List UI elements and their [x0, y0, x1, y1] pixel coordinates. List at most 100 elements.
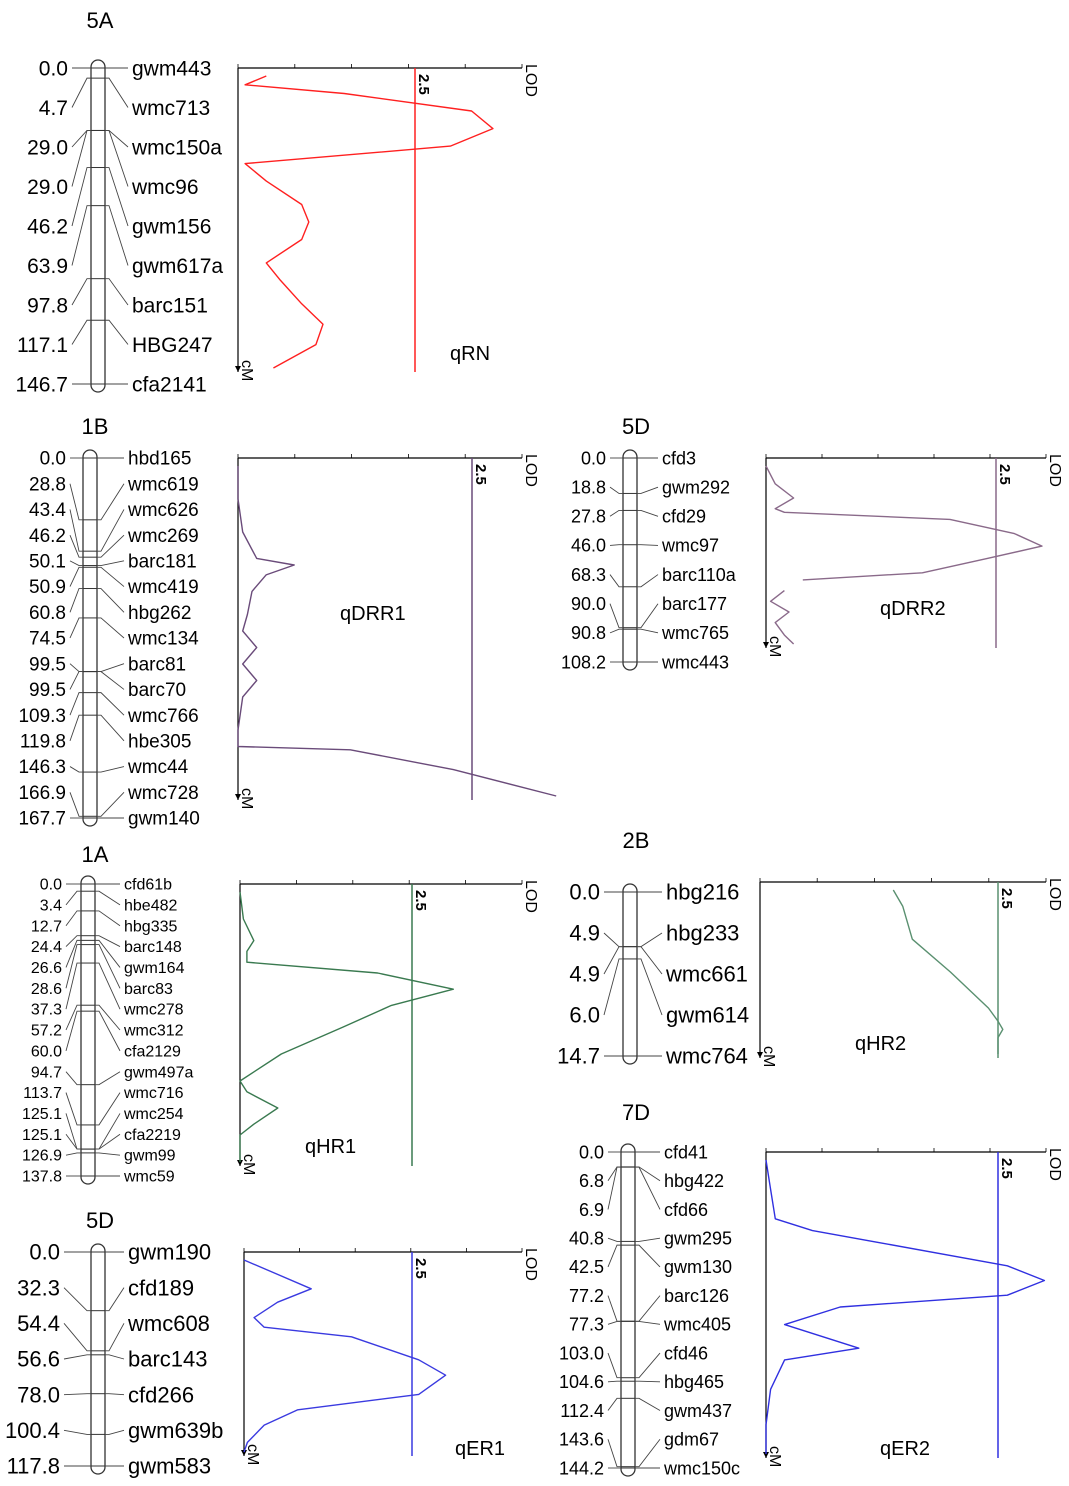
marker-label: gwm617a [132, 255, 223, 278]
marker-label: gwm639b [128, 1418, 223, 1443]
cm-axis-arrow [763, 1452, 769, 1458]
lod-curve [243, 1259, 447, 1453]
position-connector [71, 130, 91, 148]
position-connector [607, 1397, 621, 1411]
marker-label: gwm164 [124, 960, 185, 977]
lod-curve [239, 891, 454, 1162]
marker-connector [105, 130, 129, 187]
marker-label: wmc59 [123, 1169, 175, 1186]
position-label: 60.8 [29, 603, 66, 624]
position-connector [69, 534, 83, 558]
lod-axis-label: LOD [1046, 454, 1063, 487]
position-label: 117.1 [17, 334, 68, 357]
marker-label: wmc278 [123, 1002, 184, 1019]
position-connector [607, 1295, 621, 1322]
marker-label: wmc405 [663, 1315, 731, 1335]
marker-label: wmc661 [665, 962, 748, 987]
cm-axis-label: cM [238, 788, 255, 809]
threshold-label: 2.5 [415, 74, 432, 95]
marker-connector [95, 1092, 121, 1126]
position-label: 0.0 [579, 1142, 604, 1162]
chromosome-title: 5D [622, 414, 650, 439]
marker-connector [95, 1113, 121, 1150]
position-label: 0.0 [581, 448, 606, 468]
position-label: 167.7 [18, 809, 66, 830]
marker-label: wmc608 [127, 1311, 210, 1336]
marker-label: barc110a [662, 565, 737, 585]
marker-connector [95, 935, 121, 947]
position-label: 4.9 [569, 921, 600, 946]
chromosome-bar [90, 1243, 106, 1475]
marker-label: gwm443 [132, 57, 211, 80]
lod-axis-label: LOD [522, 880, 539, 913]
marker-label: gwm614 [666, 1003, 749, 1028]
marker-label: barc83 [124, 981, 173, 998]
marker-connector [97, 483, 125, 521]
lod-curve [244, 75, 494, 369]
marker-label: gwm295 [664, 1228, 732, 1248]
marker-connector [97, 560, 125, 566]
position-connector [63, 1354, 91, 1360]
marker-connector [105, 1287, 125, 1312]
marker-connector [105, 1354, 125, 1360]
qtl-label: qDRR1 [340, 603, 406, 625]
chromosome-bar [82, 449, 98, 827]
marker-label: hbd165 [128, 449, 191, 470]
marker-connector [637, 509, 659, 517]
cm-axis-arrow [241, 1450, 247, 1456]
position-connector [69, 792, 83, 817]
position-connector [65, 1010, 81, 1051]
marker-connector [95, 962, 121, 1010]
marker-connector [95, 1152, 121, 1156]
chromosome-title: 1B [82, 414, 109, 439]
marker-label: wmc765 [661, 623, 729, 643]
position-connector [603, 932, 623, 948]
position-label: 50.9 [29, 577, 66, 598]
marker-label: gwm497a [124, 1064, 193, 1081]
position-label: 0.0 [40, 449, 66, 470]
position-connector [69, 692, 83, 716]
marker-label: hbg465 [664, 1372, 724, 1392]
position-connector [607, 1352, 621, 1379]
cm-axis-arrow [235, 366, 241, 372]
cm-axis-label: cM [766, 1446, 783, 1467]
marker-connector [635, 1166, 661, 1210]
position-connector [609, 486, 623, 494]
position-label: 100.4 [5, 1418, 60, 1443]
position-label: 18.8 [571, 477, 606, 497]
marker-label: HBG247 [132, 334, 213, 357]
position-connector [65, 1071, 81, 1086]
marker-label: wmc134 [127, 629, 199, 650]
marker-connector [95, 890, 121, 906]
qtl-label: qDRR2 [880, 598, 946, 620]
position-label: 112.4 [560, 1401, 604, 1421]
marker-connector [95, 944, 121, 989]
position-label: 28.6 [31, 981, 62, 998]
marker-connector [95, 1010, 121, 1052]
position-label: 0.0 [569, 880, 600, 905]
position-label: 94.7 [31, 1064, 62, 1081]
marker-connector [97, 791, 125, 817]
position-connector [69, 671, 83, 690]
lod-curve [765, 1159, 1046, 1454]
position-connector [65, 944, 81, 989]
position-label: 4.9 [569, 962, 600, 987]
marker-label: gwm140 [128, 809, 200, 830]
marker-connector [95, 1071, 121, 1086]
position-label: 108.2 [561, 652, 606, 672]
chromosome-title: 2B [623, 828, 650, 853]
position-label: 40.8 [569, 1228, 604, 1248]
position-label: 104.6 [559, 1372, 604, 1392]
marker-label: barc126 [664, 1286, 729, 1306]
marker-connector [635, 1295, 661, 1322]
position-label: 97.8 [27, 294, 68, 317]
position-label: 119.8 [20, 732, 66, 753]
marker-label: cfd29 [662, 507, 706, 527]
position-label: 6.8 [579, 1171, 604, 1191]
qtl-label: qER2 [880, 1438, 930, 1460]
marker-label: hbg422 [664, 1171, 724, 1191]
position-label: 3.4 [40, 897, 62, 914]
marker-label: cfd266 [128, 1382, 194, 1407]
marker-connector [105, 205, 129, 266]
position-label: 60.0 [31, 1043, 62, 1060]
